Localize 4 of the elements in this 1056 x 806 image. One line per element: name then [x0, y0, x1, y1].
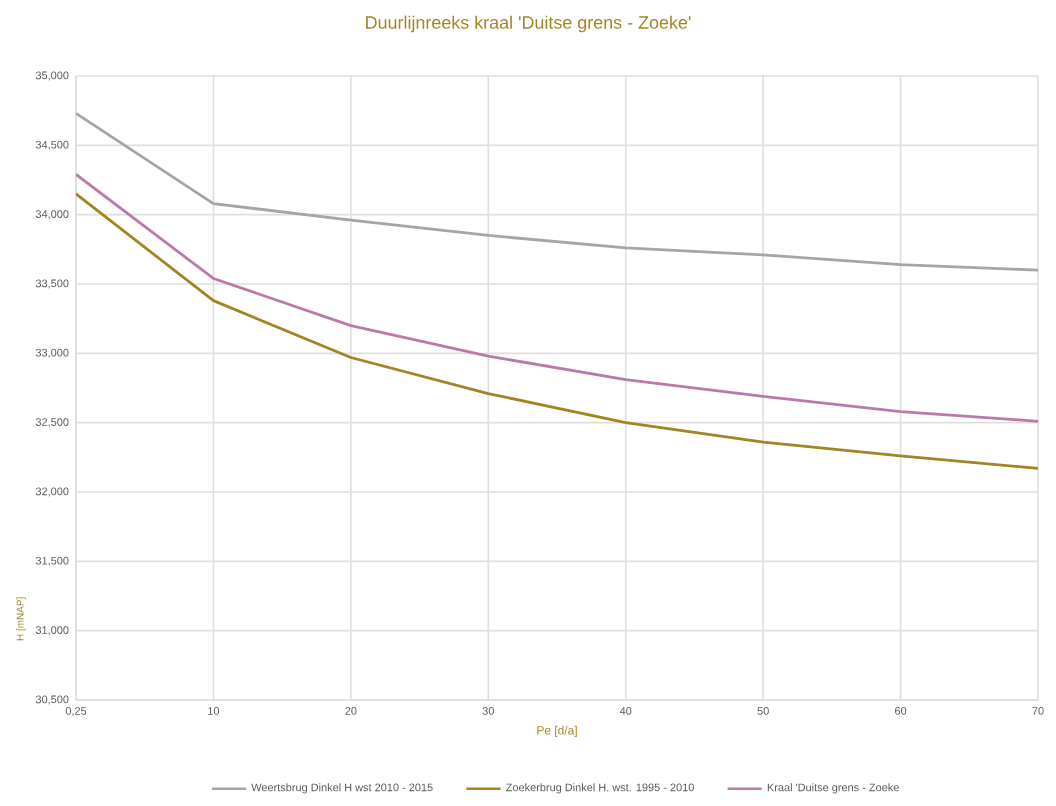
- line-series: [76, 192, 1038, 470]
- line-series: [76, 173, 1038, 423]
- line-series: [76, 112, 1038, 272]
- chart-title: Duurlijnreeks kraal 'Duitse grens - Zoeke': [366, 15, 691, 33]
